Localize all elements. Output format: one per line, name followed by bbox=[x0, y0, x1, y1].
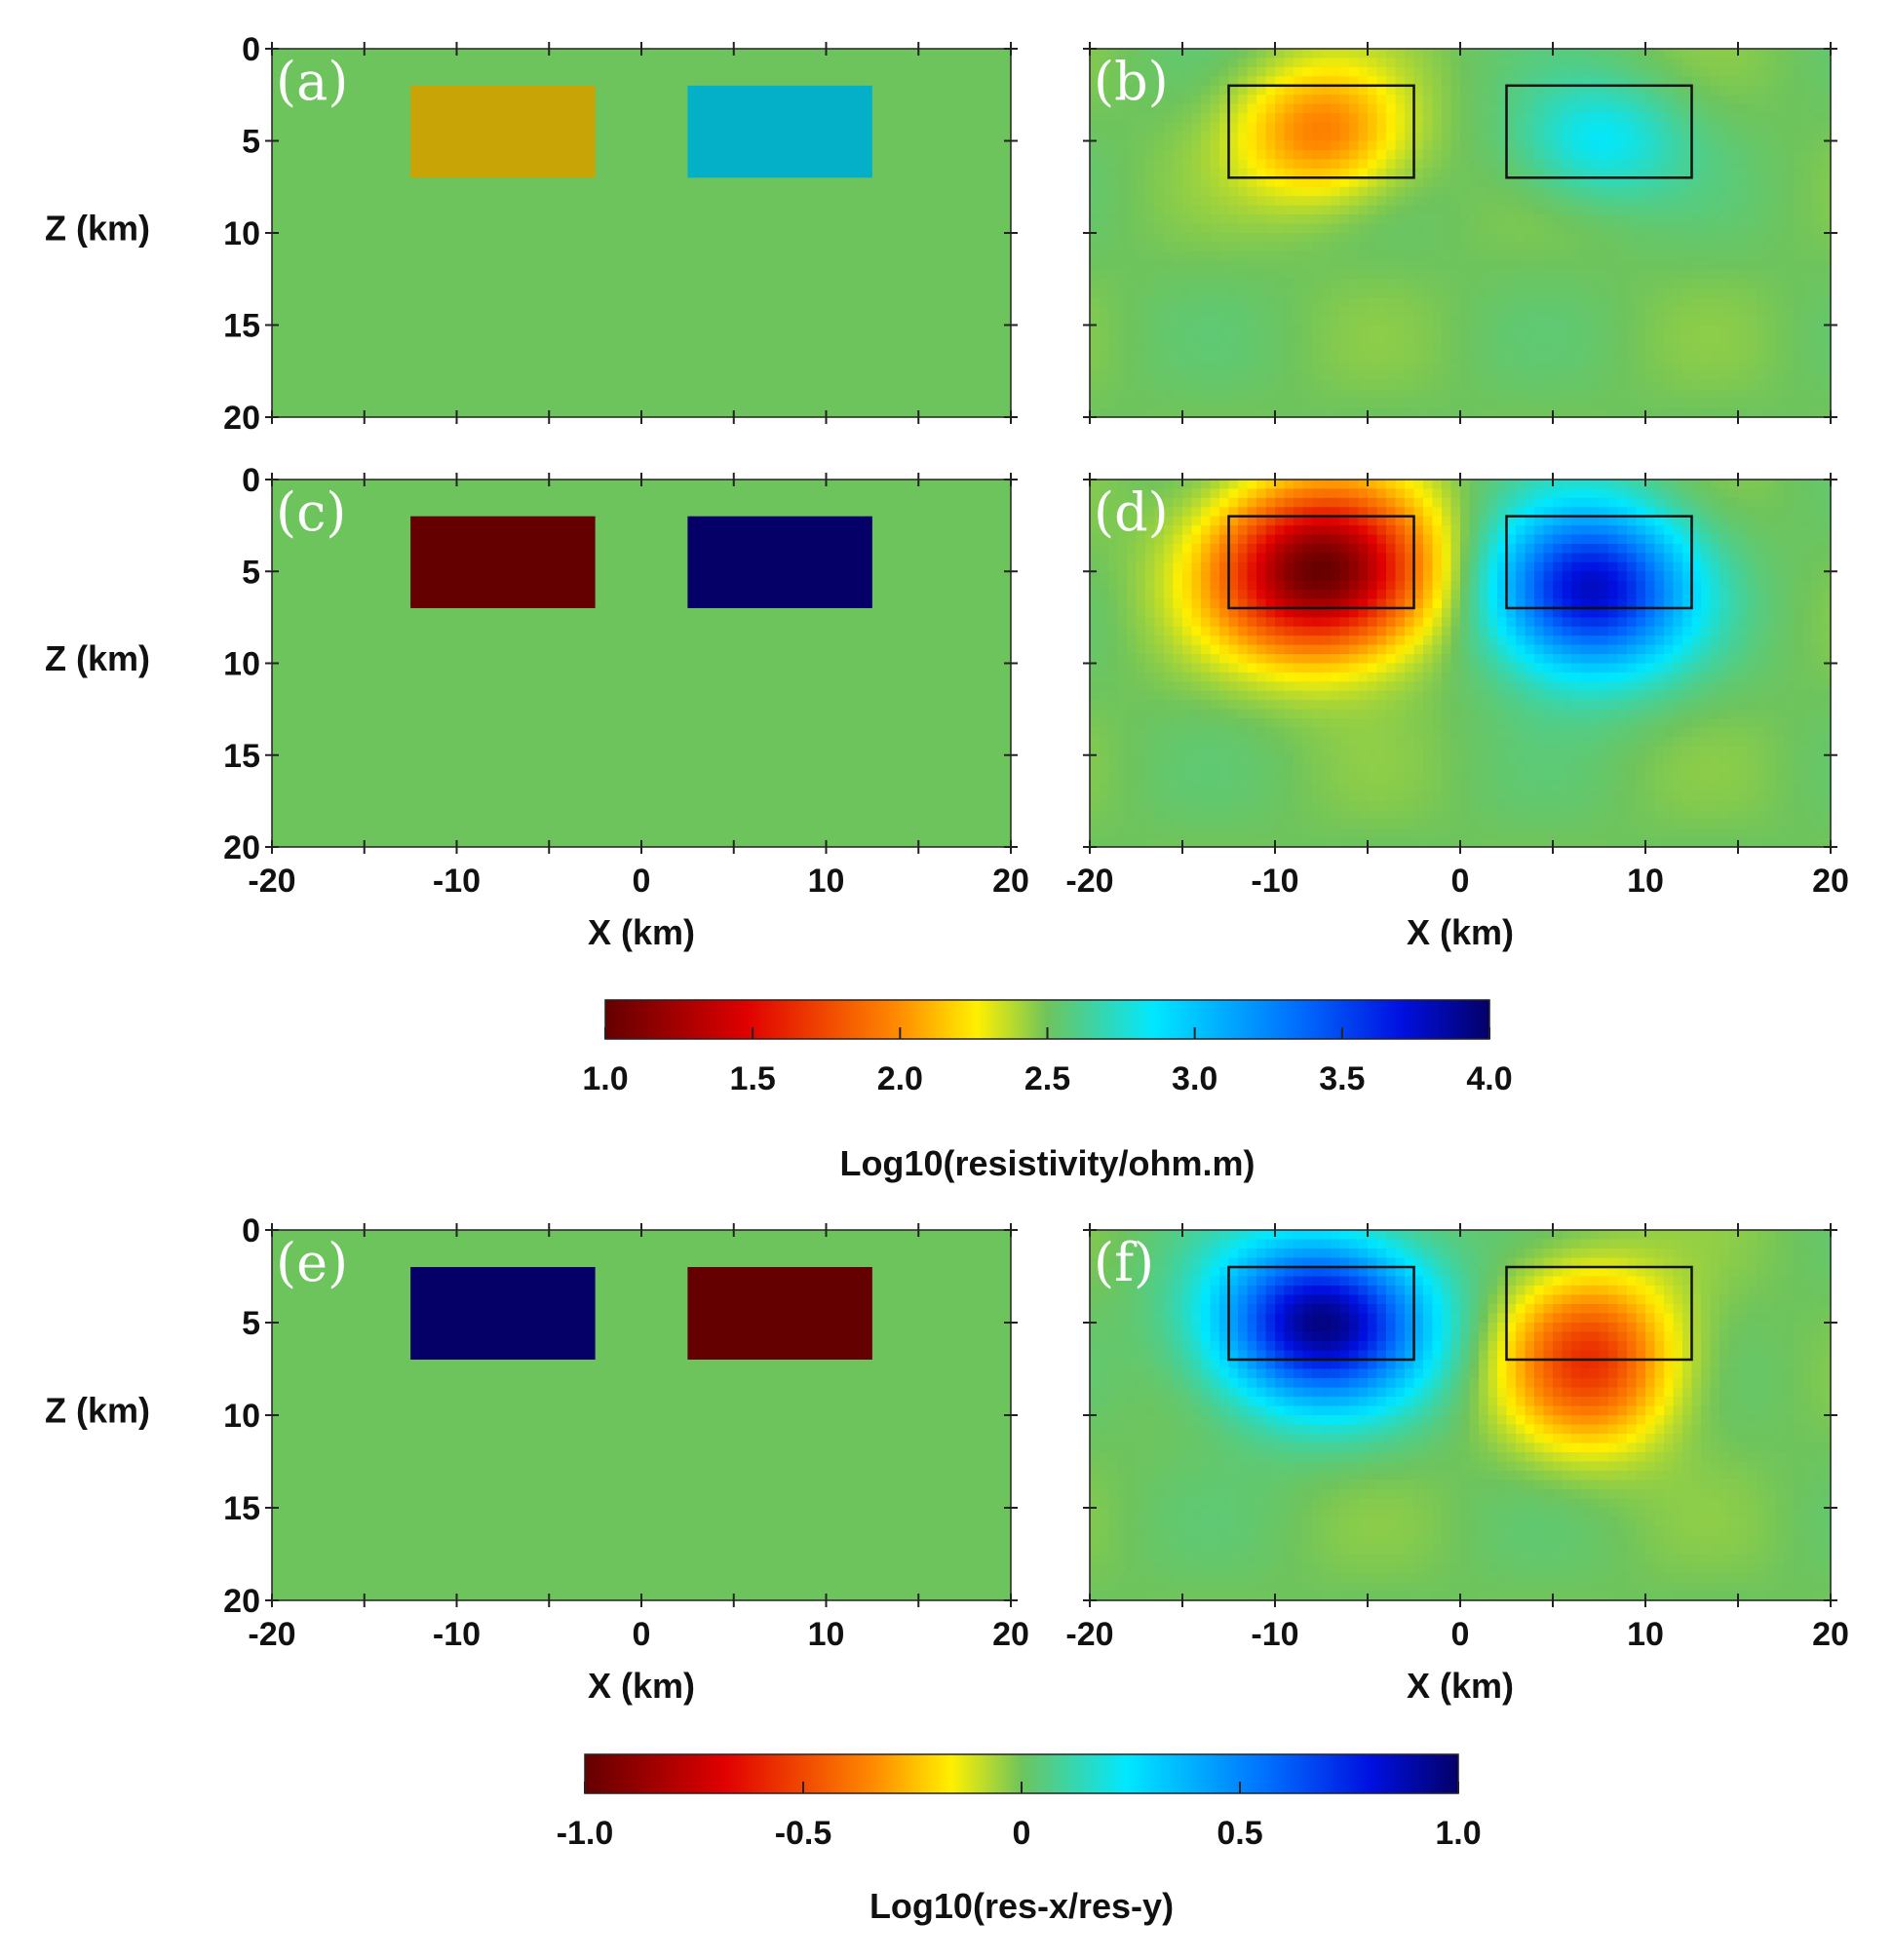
model-block-1 bbox=[410, 516, 596, 608]
colorbar-tick-label: -1.0 bbox=[557, 1815, 614, 1852]
true-model-outline-2 bbox=[1505, 515, 1693, 610]
panel-label: (f) bbox=[1094, 1232, 1154, 1293]
inversion-heatmap bbox=[1090, 1230, 1832, 1601]
panel-label: (b) bbox=[1094, 51, 1169, 112]
panel-a: 0 5 10 15 20 Z (km) (a) bbox=[45, 31, 1018, 437]
model-block-2 bbox=[687, 1267, 872, 1360]
panel-f: -20 -10 0 10 20 X (km) (f) bbox=[1065, 1223, 1849, 1706]
x-tick-label: 20 bbox=[992, 1616, 1029, 1653]
colorbar-label: Log10(resistivity/ohm.m) bbox=[839, 1143, 1255, 1183]
x-tick-label: 0 bbox=[1451, 863, 1470, 900]
panel-label: (d) bbox=[1094, 481, 1169, 543]
x-axis-label: X (km) bbox=[588, 1666, 695, 1706]
x-tick-label: -20 bbox=[248, 863, 295, 900]
panel-label: (e) bbox=[276, 1232, 348, 1293]
x-tick-label: 0 bbox=[1451, 1616, 1470, 1653]
panel-b: (b) bbox=[1083, 42, 1837, 424]
colorbar-tick-label: 3.0 bbox=[1172, 1060, 1217, 1097]
model-block-1 bbox=[410, 1267, 596, 1360]
z-tick-label: 15 bbox=[223, 308, 260, 345]
colorbar-tick-label: 4.0 bbox=[1466, 1060, 1512, 1097]
x-tick-label: 10 bbox=[1627, 863, 1664, 900]
true-model-outline-2 bbox=[1505, 84, 1693, 179]
x-tick-label: 0 bbox=[633, 863, 651, 900]
true-model-outline-1 bbox=[1227, 84, 1415, 179]
colorbar-tick-label: 1.5 bbox=[730, 1060, 776, 1097]
z-axis-label: Z (km) bbox=[45, 638, 150, 678]
x-tick-label: 10 bbox=[1627, 1616, 1664, 1653]
x-axis-label: X (km) bbox=[1407, 1666, 1514, 1706]
z-axis-label: Z (km) bbox=[45, 1391, 150, 1431]
inversion-heatmap bbox=[1090, 480, 1832, 848]
z-tick-label: 0 bbox=[242, 31, 260, 68]
x-tick-label: 20 bbox=[1812, 1616, 1849, 1653]
panel-label: (c) bbox=[276, 481, 346, 543]
inversion-heatmap bbox=[1090, 49, 1832, 418]
model-block-2 bbox=[687, 85, 872, 178]
z-tick-label: 15 bbox=[223, 1490, 260, 1527]
x-tick-label: -20 bbox=[248, 1616, 295, 1653]
colorbar-tick-label: 2.5 bbox=[1024, 1060, 1070, 1097]
colorbar-tick-label: 1.0 bbox=[1435, 1815, 1481, 1852]
plot-background bbox=[272, 1230, 1011, 1600]
z-tick-label: 10 bbox=[223, 215, 260, 252]
colorbar-label: Log10(res-x/res-y) bbox=[869, 1886, 1174, 1926]
x-axis-label: X (km) bbox=[588, 912, 695, 952]
x-tick-label: 0 bbox=[633, 1616, 651, 1653]
z-tick-label: 5 bbox=[242, 554, 260, 591]
model-block-2 bbox=[687, 516, 872, 608]
colorbar-tick-label: 0.5 bbox=[1217, 1815, 1262, 1852]
colorbar-tick-label: 2.0 bbox=[877, 1060, 923, 1097]
z-tick-label: 20 bbox=[223, 400, 260, 437]
z-tick-label: 15 bbox=[223, 738, 260, 775]
colorbar-2: -1.0 -0.5 0 0.5 1.0 Log10(res-x/res-y) bbox=[557, 1753, 1482, 1926]
plot-background bbox=[272, 49, 1011, 417]
z-tick-label: 10 bbox=[223, 1398, 260, 1435]
x-axis-label: X (km) bbox=[1407, 912, 1514, 952]
x-tick-label: -10 bbox=[1251, 1616, 1298, 1653]
x-tick-label: 20 bbox=[992, 863, 1029, 900]
z-tick-label: 5 bbox=[242, 124, 260, 161]
z-axis-label: Z (km) bbox=[45, 209, 150, 249]
plot-background bbox=[272, 480, 1011, 847]
panel-e: 0 5 10 15 20 Z (km) -20 -10 0 10 20 X (km) (e) bbox=[45, 1212, 1029, 1706]
x-tick-label: 20 bbox=[1812, 863, 1849, 900]
z-tick-label: 0 bbox=[242, 1212, 260, 1249]
true-model-outline-2 bbox=[1505, 1265, 1693, 1362]
z-tick-label: 10 bbox=[223, 646, 260, 683]
z-tick-label: 20 bbox=[223, 829, 260, 866]
z-tick-label: 20 bbox=[223, 1583, 260, 1620]
z-tick-label: 5 bbox=[242, 1305, 260, 1342]
x-tick-label: -10 bbox=[433, 1616, 481, 1653]
panel-c: 0 5 10 15 20 Z (km) -20 -10 0 10 20 X (km) (c) bbox=[45, 462, 1029, 952]
x-tick-label: -20 bbox=[1065, 863, 1113, 900]
z-tick-label: 0 bbox=[242, 462, 260, 499]
colorbar-tick-label: -0.5 bbox=[775, 1815, 832, 1852]
colorbar-tick-label: 1.0 bbox=[582, 1060, 628, 1097]
x-tick-label: -10 bbox=[1251, 863, 1298, 900]
x-tick-label: -20 bbox=[1065, 1616, 1113, 1653]
colorbar-1: 1.0 1.5 2.0 2.5 3.0 3.5 4.0 Log10(resistivity/o… bbox=[582, 999, 1513, 1183]
panel-label: (a) bbox=[276, 51, 348, 112]
colorbar-tick-label: 0 bbox=[1013, 1815, 1031, 1852]
panel-d: -20 -10 0 10 20 X (km) (d) bbox=[1065, 473, 1849, 952]
true-model-outline-1 bbox=[1227, 1265, 1415, 1362]
colorbar-tick-label: 3.5 bbox=[1319, 1060, 1365, 1097]
x-tick-label: -10 bbox=[433, 863, 481, 900]
true-model-outline-1 bbox=[1227, 515, 1415, 610]
x-tick-label: 10 bbox=[808, 1616, 845, 1653]
x-tick-label: 10 bbox=[808, 863, 845, 900]
model-block-1 bbox=[410, 85, 596, 178]
